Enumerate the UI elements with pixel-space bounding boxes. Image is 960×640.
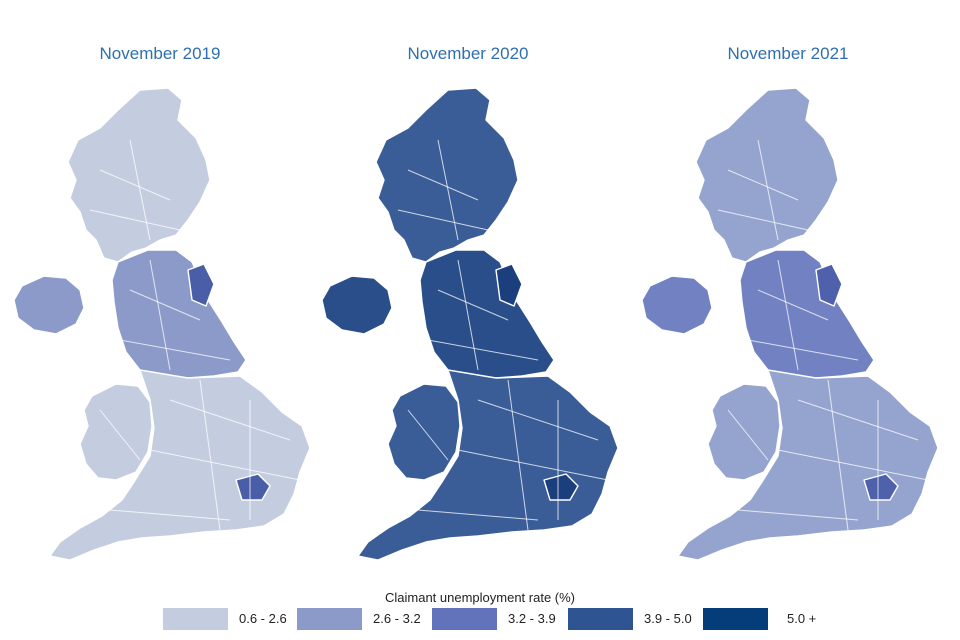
legend-label: 0.6 - 2.6 [239, 611, 287, 626]
district-boundary [737, 509, 859, 521]
uk-map-2021 [641, 87, 939, 561]
northern-england-region [739, 249, 875, 379]
map-panel-2020: November 2020 [308, 0, 628, 580]
northern-england-region [111, 249, 247, 379]
scotland-region [67, 87, 211, 263]
district-boundary [407, 169, 479, 201]
map-title: November 2020 [407, 44, 529, 63]
district-boundary [727, 409, 769, 461]
district-boundary [109, 509, 231, 521]
district-boundary [129, 289, 201, 321]
london-area [863, 473, 899, 501]
northern-england-region [419, 249, 555, 379]
district-boundary [437, 289, 509, 321]
legend-swatch [163, 608, 228, 630]
map-panel-2021: November 2021 [628, 0, 948, 580]
district-boundary [437, 139, 459, 241]
wales-region [707, 383, 781, 481]
legend-swatch [432, 608, 497, 630]
district-boundary [199, 379, 221, 531]
north-east-cluster [187, 263, 215, 307]
south-england-region [357, 369, 619, 561]
scotland-region [695, 87, 839, 263]
district-boundary [457, 259, 479, 371]
district-boundary [99, 409, 141, 461]
uk-map-2020 [321, 87, 619, 561]
legend-swatch [703, 608, 768, 630]
map-panel-2019: November 2019 [0, 0, 320, 580]
district-boundary [477, 399, 599, 441]
district-boundary [129, 139, 151, 241]
north-east-cluster [495, 263, 523, 307]
legend-label: 3.2 - 3.9 [508, 611, 556, 626]
legend-label: 5.0 + [787, 611, 817, 626]
district-boundary [89, 209, 181, 231]
scotland-region [375, 87, 519, 263]
legend-swatch [568, 608, 633, 630]
district-boundary [757, 139, 779, 241]
district-boundary [727, 169, 799, 201]
district-boundary [827, 379, 849, 531]
south-england-region [49, 369, 311, 561]
district-boundary [797, 399, 919, 441]
london-area [235, 473, 271, 501]
district-boundary [397, 209, 489, 231]
legend-label: 3.9 - 5.0 [644, 611, 692, 626]
district-boundary [427, 339, 539, 361]
district-boundary [747, 339, 859, 361]
district-boundary [457, 449, 609, 481]
district-boundary [777, 259, 799, 371]
district-boundary [507, 379, 529, 531]
district-boundary [149, 449, 301, 481]
district-boundary [99, 169, 171, 201]
wales-region [387, 383, 461, 481]
district-boundary [119, 339, 231, 361]
district-boundary [777, 449, 929, 481]
wales-region [79, 383, 153, 481]
northern-ireland-region [641, 275, 713, 335]
south-england-region [677, 369, 939, 561]
legend-swatch [297, 608, 362, 630]
map-title: November 2019 [99, 44, 221, 63]
district-boundary [169, 399, 291, 441]
legend-label: 2.6 - 3.2 [373, 611, 421, 626]
legend-title: Claimant unemployment rate (%) [384, 590, 576, 605]
north-east-cluster [815, 263, 843, 307]
district-boundary [149, 259, 171, 371]
district-boundary [407, 409, 449, 461]
london-area [543, 473, 579, 501]
district-boundary [417, 509, 539, 521]
uk-map-2019 [13, 87, 311, 561]
map-title: November 2021 [727, 44, 849, 63]
northern-ireland-region [13, 275, 85, 335]
northern-ireland-region [321, 275, 393, 335]
district-boundary [757, 289, 829, 321]
district-boundary [717, 209, 809, 231]
